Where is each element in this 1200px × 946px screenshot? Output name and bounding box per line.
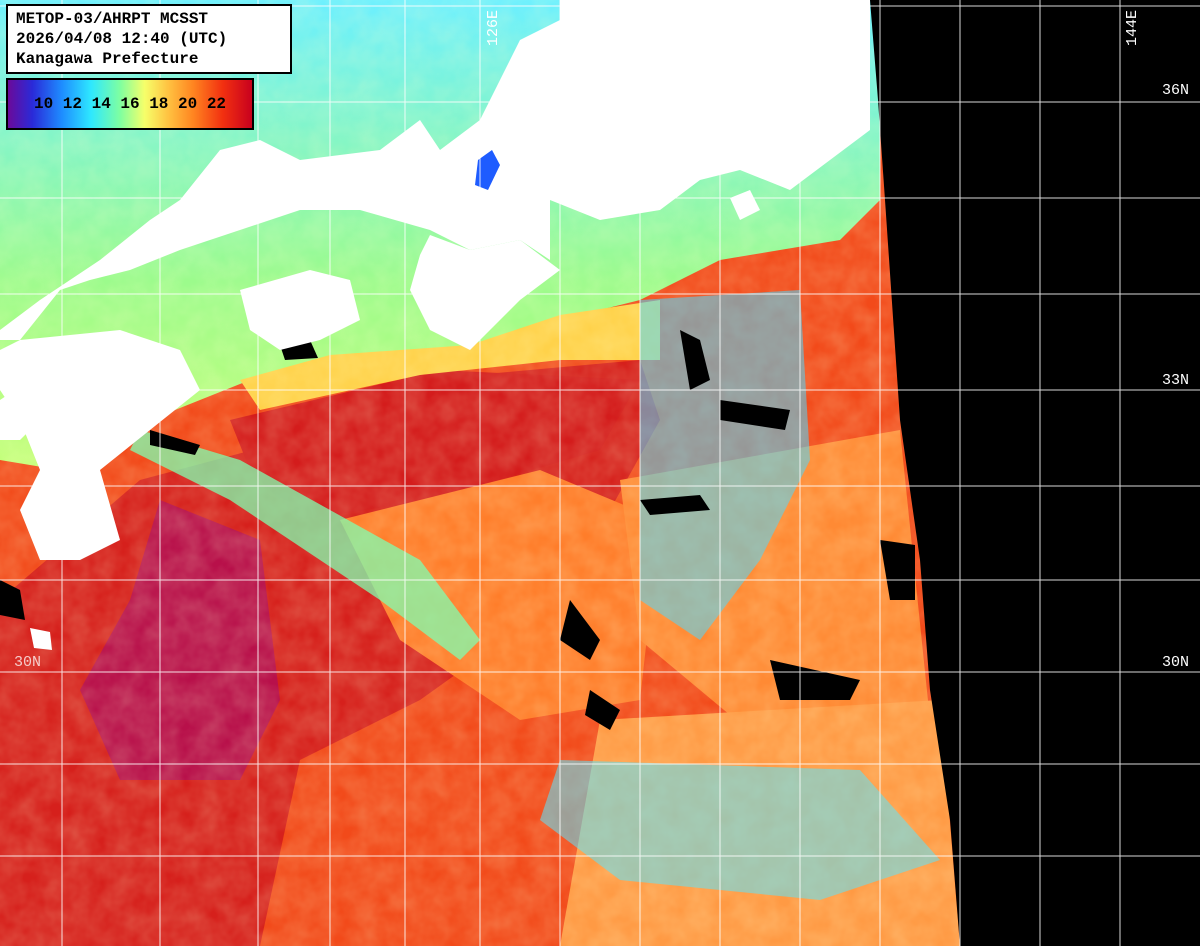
land-mask [0,0,870,650]
cloud-blob [0,580,25,620]
lake-biwa [475,150,500,190]
temperature-color-scale: 10 12 14 16 18 20 22 [6,78,254,130]
lat-label-30n-left: 30N [14,654,42,671]
cloud-blob [560,600,600,660]
lat-label-33n: 33N [1162,372,1190,389]
cloud-blob [150,430,200,455]
issuer-name: Kanagawa Prefecture [16,50,199,68]
cloud-blob [680,330,710,390]
satellite-product: METOP-03/AHRPT MCSST [16,10,209,28]
cloud-band-east [640,290,810,640]
lat-label-36n: 36N [1162,82,1190,99]
land-kyushu [0,330,200,560]
cloud-blob [770,660,860,700]
lon-label-126e: 126E [485,9,502,46]
title-box: METOP-03/AHRPT MCSST 2026/04/08 12:40 (U… [6,4,292,74]
scale-tick-labels: 10 12 14 16 18 20 22 [33,95,227,113]
cloud-band-diagonal [130,430,480,660]
cloud-blob [640,495,710,515]
land-honshu [0,0,870,340]
acquisition-time: 2026/04/08 12:40 (UTC) [16,30,228,48]
no-data-region [870,0,1200,946]
cloud-blob [585,690,620,730]
cloud-blob [720,400,790,430]
land-kii [410,235,560,350]
land-island [0,380,40,440]
land-island [30,628,52,650]
lat-label-30n-right: 30N [1162,654,1190,671]
cloud-blob [880,540,915,600]
lon-label-144e: 144E [1124,9,1141,46]
